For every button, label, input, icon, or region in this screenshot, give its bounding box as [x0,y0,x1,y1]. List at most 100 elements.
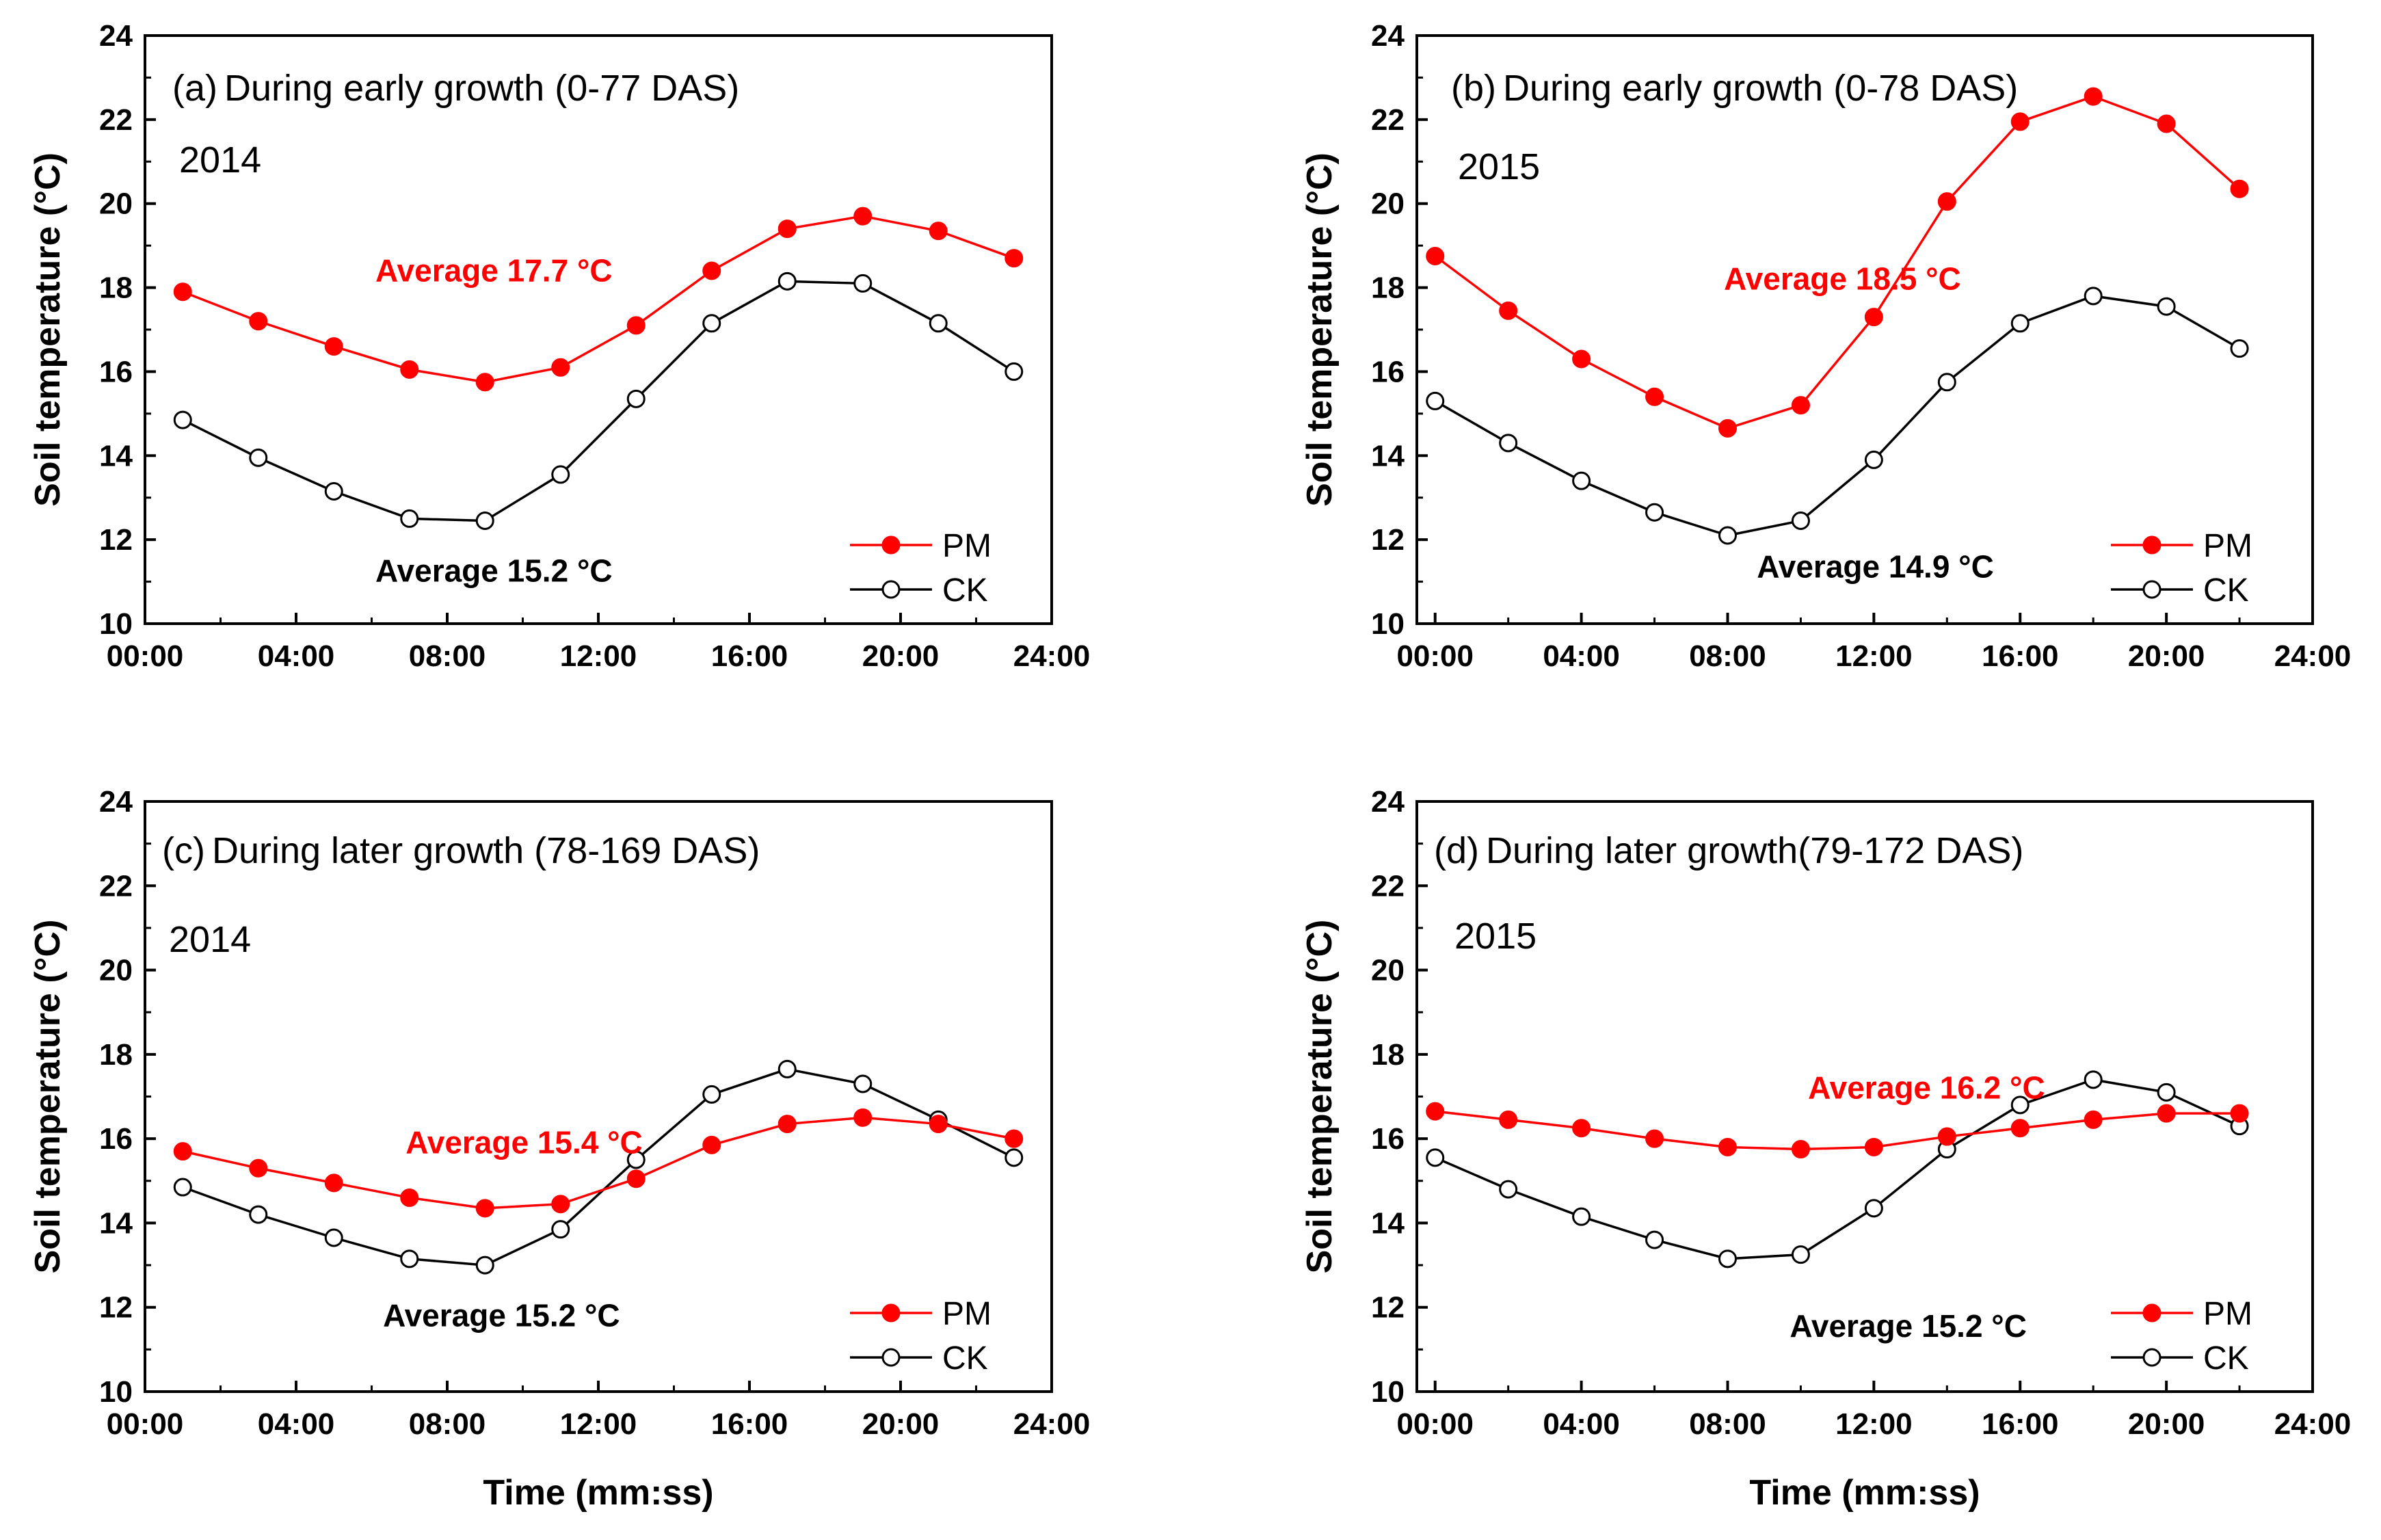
year-label: 2014 [179,140,261,181]
data-point-ck [1426,391,1445,410]
panel-title-text: During later growth(79-172 DAS) [1486,830,2023,871]
legend-label: CK [942,1340,988,1377]
y-tick-label: 20 [99,187,133,221]
y-tick-label: 10 [99,1375,133,1409]
panel-title: (b) During early growth (0-78 DAS) [1451,68,2018,109]
y-tick-label: 10 [1371,1375,1405,1409]
series-ck [173,271,1024,530]
data-point-ck [2010,314,2030,333]
x-tick-label: 16:00 [711,1407,788,1441]
x-tick-label: 08:00 [409,1407,486,1441]
x-tick-label: 16:00 [1982,1407,2059,1441]
legend-label: PM [2203,528,2252,564]
data-point-ck [2010,1096,2030,1115]
data-point-pm [551,358,570,377]
average-label-pm: Average 18.5 °C [1724,261,1961,297]
y-axis-title: Soil temperature (°C) [28,152,68,507]
data-point-pm [1645,387,1664,406]
panel-label: (d) [1434,830,1479,871]
data-point-ck [1005,362,1024,381]
series-ck [173,1059,1024,1275]
data-point-ck [929,314,948,333]
legend-label: PM [2203,1296,2252,1332]
x-tick-label: 08:00 [409,639,486,673]
x-tick-label: 12:00 [560,1407,637,1441]
data-point-pm [400,1188,419,1207]
panel-title-text: During early growth (0-78 DAS) [1503,68,2018,109]
data-point-ck [249,1205,268,1224]
series-line-pm [182,1116,1015,1210]
y-tick-label: 12 [99,523,133,557]
data-point-pm [626,1169,646,1189]
x-axis-title: Time (mm:ss) [483,1473,713,1513]
data-point-ck [777,271,797,291]
data-point-pm [249,1158,268,1178]
series-ck [1426,1070,2249,1269]
data-point-ck [551,465,570,484]
series-pm [1426,1102,2249,1159]
average-label-pm: Average 15.4 °C [405,1125,643,1160]
average-label-pm: Average 17.7 °C [375,252,613,288]
data-point-pm [2010,112,2030,131]
legend-marker [881,1303,901,1323]
x-tick-label: 12:00 [1835,639,1913,673]
data-point-pm [1426,247,1445,265]
legend-label: PM [942,1296,992,1332]
data-point-ck [1572,471,1591,490]
y-tick-label: 18 [1371,1038,1405,1072]
panel-label: (a) [172,68,217,109]
series-line-pm [1435,1110,2240,1151]
x-tick-label: 24:00 [2274,1407,2352,1441]
legend-item-ck: CK [2111,1340,2249,1377]
series-line-ck [182,280,1015,522]
data-point-pm [2230,1104,2249,1123]
series-pm [173,1108,1024,1218]
x-tick-label: 12:00 [1835,1407,1913,1441]
x-tick-label: 08:00 [1689,639,1766,673]
legend-marker [2142,535,2161,555]
data-point-ck [1718,526,1737,545]
data-point-pm [1572,1119,1591,1138]
y-tick-label: 10 [1371,607,1405,641]
y-tick-label: 18 [1371,271,1405,305]
data-point-pm [1864,1137,1883,1156]
data-point-pm [1005,1129,1024,1148]
data-point-ck [1864,1199,1883,1218]
data-point-pm [853,1108,873,1127]
data-point-pm [626,316,646,335]
data-point-ck [1645,503,1664,522]
legend-marker [2142,1348,2161,1367]
x-tick-label: 00:00 [1396,639,1474,673]
average-label-ck: Average 14.9 °C [1757,548,1994,584]
data-point-pm [702,1135,721,1154]
data-point-ck [2157,297,2176,316]
data-point-ck [1791,512,1810,530]
y-axis-title: Soil temperature (°C) [28,920,68,1274]
legend-label: PM [942,528,992,564]
y-tick-label: 22 [1371,869,1405,903]
chart-panel-c: 10 12 14 16 18 20 22 24 00:00 04:00 08:00 12:00 16:0… [28,785,1090,1513]
legend-item-pm: PM [850,528,992,564]
data-point-pm [929,222,948,241]
data-point-ck [173,1178,192,1197]
data-point-ck [702,1085,721,1104]
data-point-ck [324,482,343,501]
y-axis-title: Soil temperature (°C) [1300,152,1340,507]
y-tick-label: 12 [1371,1291,1405,1325]
y-tick-label: 22 [99,869,133,903]
data-point-ck [1005,1148,1024,1167]
data-point-pm [475,373,494,392]
y-tick-label: 24 [1371,785,1405,819]
data-point-ck [2157,1083,2176,1102]
year-label: 2015 [1458,146,1540,187]
panel-title-text: During early growth (0-77 DAS) [224,68,739,109]
series-pm [173,207,1024,392]
y-tick-label: 24 [99,785,133,819]
y-tick-label: 16 [1371,355,1405,388]
y-tick-label: 12 [1371,523,1405,557]
data-point-pm [400,360,419,379]
data-point-ck [475,1256,494,1275]
chart-panel-d: 10 12 14 16 18 20 22 24 00:00 04:00 08:00 12:00 16:0… [1300,785,2351,1513]
data-point-ck [324,1228,343,1247]
y-tick-label: 22 [1371,103,1405,137]
